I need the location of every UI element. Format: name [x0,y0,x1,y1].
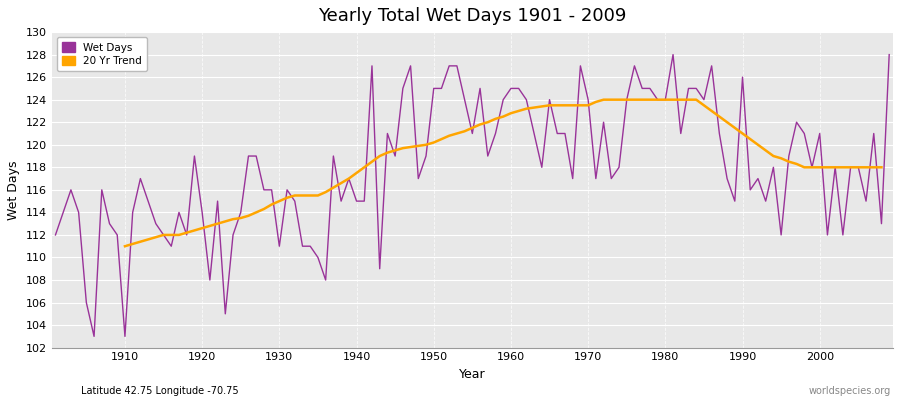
Legend: Wet Days, 20 Yr Trend: Wet Days, 20 Yr Trend [57,37,147,71]
Y-axis label: Wet Days: Wet Days [7,160,20,220]
20 Yr Trend [320,190,331,194]
20 Yr Trend [876,165,886,170]
20 Yr Trend [120,244,130,249]
Wet Days [884,52,895,57]
Text: Latitude 42.75 Longitude -70.75: Latitude 42.75 Longitude -70.75 [81,386,239,396]
Wet Days [50,232,61,237]
Wet Days [120,334,130,339]
20 Yr Trend [498,114,508,119]
Text: worldspecies.org: worldspecies.org [809,386,891,396]
Line: Wet Days: Wet Days [56,54,889,336]
Wet Days [336,199,346,204]
Wet Days [606,176,616,181]
Wet Days [89,334,100,339]
Title: Yearly Total Wet Days 1901 - 2009: Yearly Total Wet Days 1901 - 2009 [318,7,626,25]
Wet Days [506,86,517,91]
20 Yr Trend [598,97,609,102]
Wet Days [290,199,301,204]
Line: 20 Yr Trend: 20 Yr Trend [125,100,881,246]
20 Yr Trend [351,170,362,175]
20 Yr Trend [297,193,308,198]
20 Yr Trend [521,106,532,111]
Wet Days [668,52,679,57]
20 Yr Trend [722,120,733,125]
Wet Days [513,86,524,91]
X-axis label: Year: Year [459,368,486,381]
